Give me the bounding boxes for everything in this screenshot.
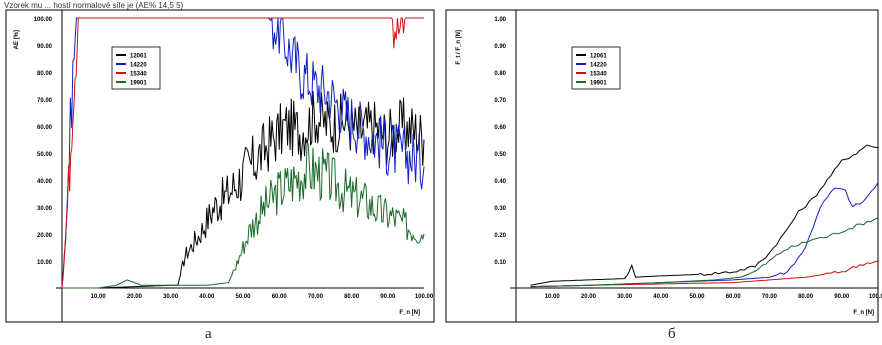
x-tick-label: 60.00 [272, 294, 288, 300]
x-tick-label: 10.00 [91, 294, 107, 300]
series-line-19901 [62, 142, 425, 289]
y-tick-label: 0.50 [494, 152, 506, 158]
series-line-12061 [530, 144, 879, 286]
y-tick-label: 0.20 [494, 233, 506, 239]
series-line-19901 [530, 217, 879, 288]
x-tick-label: 20.00 [581, 294, 597, 300]
y-tick-label: 0.90 [494, 44, 506, 50]
panel-label-b: б [668, 326, 676, 342]
y-tick-label: 10.00 [37, 260, 53, 266]
chart-panel-a: 10.00 20.00 30.00 40.00 50.00 60.00 70.00 80.00… [5, 9, 435, 323]
y-tick-label: 0.60 [494, 125, 506, 131]
x-axis-label: F_n [N] [399, 310, 420, 316]
x-tick-label: 30.00 [163, 294, 179, 300]
y-tick-label: 50.00 [37, 152, 53, 158]
header-caption: Vzorek mu ... hostí normalové síle je (A… [4, 1, 184, 10]
x-tick-label: 90.00 [380, 294, 396, 300]
y-tick-label: 20.00 [37, 233, 53, 239]
y-tick-label: 0.30 [494, 206, 506, 212]
x-tick-label: 60.00 [726, 294, 742, 300]
x-tick-label: 70.00 [308, 294, 324, 300]
plot-frame [5, 9, 435, 323]
x-tick-label: 80.00 [344, 294, 360, 300]
y-tick-label: 60.00 [37, 125, 53, 131]
x-tick-label: 100.00 [415, 294, 434, 300]
y-axis-label: AE [%] [14, 30, 20, 49]
legend-label-12061: 12061 [590, 54, 607, 60]
x-tick-label: 70.00 [762, 294, 778, 300]
y-tick-label: 80.00 [37, 71, 53, 77]
y-tick-label: 70.00 [37, 98, 53, 104]
legend-label-12061: 12061 [130, 54, 147, 60]
series-line-15340 [61, 17, 424, 289]
y-tick-label: 40.00 [37, 179, 53, 185]
y-tick-label: 100.00 [34, 17, 53, 23]
plot-frame [445, 9, 879, 323]
y-tick-label: 0.80 [494, 71, 506, 77]
y-tick-label: 0.40 [494, 179, 506, 185]
y-tick-label: 30.00 [37, 206, 53, 212]
panel-label-a: а [205, 326, 212, 342]
x-tick-label: 10.00 [545, 294, 561, 300]
y-tick-label: 1.00 [494, 17, 506, 23]
x-tick-label: 50.00 [689, 294, 705, 300]
x-axis-label: F_n [N] [853, 310, 874, 316]
chart-panel-b: 0.10 0.20 0.30 0.40 0.50 0.60 0.70 0.80 0.90 1.00… [445, 9, 882, 323]
x-tick-label: 50.00 [235, 294, 251, 300]
x-tick-label: 90.00 [834, 294, 850, 300]
legend-label-19901: 19901 [130, 81, 147, 87]
y-tick-label: 90.00 [37, 44, 53, 50]
y-tick-label: 0.10 [494, 260, 506, 266]
legend-label-15340: 15340 [590, 72, 607, 78]
x-tick-label: 40.00 [653, 294, 669, 300]
y-axis-label: F_t / F_n [N] [456, 30, 462, 65]
legend-label-14220: 14220 [590, 63, 607, 69]
legend-label-19901: 19901 [590, 81, 607, 87]
x-tick-label: 80.00 [798, 294, 814, 300]
x-tick-label: 30.00 [617, 294, 633, 300]
legend-label-14220: 14220 [130, 63, 147, 69]
series-line-12061 [62, 91, 425, 289]
legend-label-15340: 15340 [130, 72, 147, 78]
y-tick-label: 0.70 [494, 98, 506, 104]
x-tick-label: 20.00 [127, 294, 143, 300]
x-tick-label: 40.00 [199, 294, 215, 300]
x-tick-label: 100.00 [869, 294, 882, 300]
